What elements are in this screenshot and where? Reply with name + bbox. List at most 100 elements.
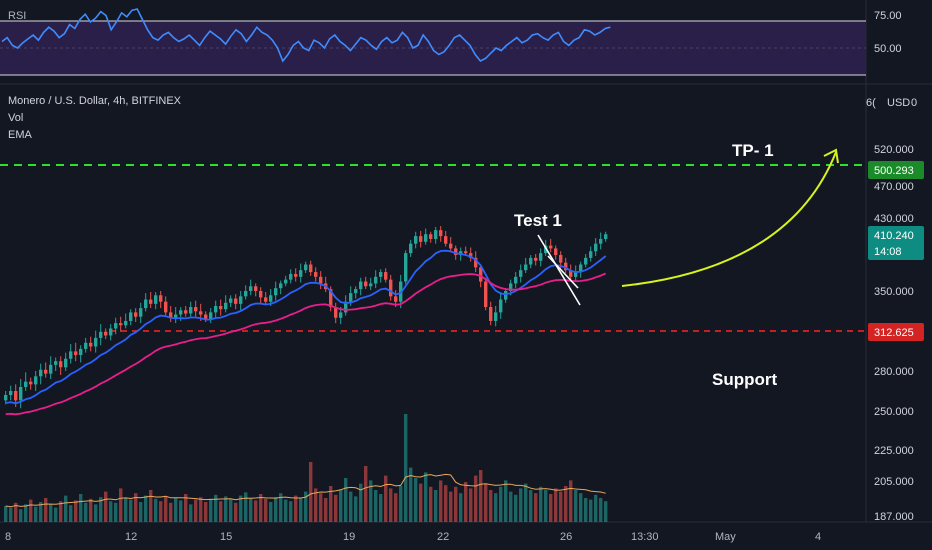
candle-body — [519, 270, 523, 277]
ema-fast-line — [5, 249, 607, 405]
volume-bar — [114, 502, 118, 522]
volume-bar — [69, 505, 73, 522]
volume-bar — [399, 486, 403, 522]
candle-body — [139, 308, 143, 317]
volume-bar — [424, 472, 428, 522]
candle-body — [604, 234, 608, 239]
volume-bar — [259, 494, 263, 522]
candle-body — [429, 234, 433, 239]
volume-bar — [419, 483, 423, 522]
candle-body — [79, 348, 83, 356]
volume-bar — [39, 502, 43, 522]
time-tick: 4 — [815, 531, 821, 543]
volume-bar — [479, 470, 483, 522]
candle-body — [354, 289, 358, 294]
price-tick-partial: 6( — [866, 97, 876, 109]
candle-body — [244, 291, 248, 297]
volume-bar — [99, 497, 103, 522]
volume-bar — [439, 480, 443, 522]
candle-body — [99, 331, 103, 338]
candle-body — [94, 337, 98, 347]
volume-bar — [594, 494, 598, 522]
volume-bar — [599, 498, 603, 522]
candle-body — [364, 281, 368, 287]
volume-bar — [109, 501, 113, 522]
volume-bar — [469, 488, 473, 522]
candle-body — [504, 291, 508, 300]
support-price-label: 312.625 — [874, 327, 914, 339]
volume-bar — [369, 480, 373, 522]
volume-bar — [379, 494, 383, 522]
volume-bar — [194, 499, 198, 522]
price-tick: 520.000 — [874, 144, 914, 156]
volume-bar — [219, 501, 223, 522]
volume-bar — [264, 498, 268, 522]
volume-bar — [169, 502, 173, 522]
volume-bar — [179, 500, 183, 522]
candle-body — [114, 323, 118, 329]
candle-body — [344, 301, 348, 313]
candle-body — [174, 314, 178, 318]
volume-bar — [464, 482, 468, 522]
candle-body — [374, 276, 378, 284]
candle-body — [69, 351, 73, 359]
candle-body — [499, 299, 503, 313]
volume-bar — [554, 488, 558, 522]
candle-body — [494, 312, 498, 321]
candle-body — [589, 251, 593, 258]
volume-bar — [564, 486, 568, 522]
volume-bar — [229, 499, 233, 522]
volume-bar — [79, 494, 83, 522]
volume-bar — [474, 475, 478, 522]
candle-body — [359, 281, 363, 290]
volume-bar — [139, 502, 143, 522]
volume-bar — [29, 499, 33, 522]
rsi-line — [1, 8, 611, 63]
candle-body — [129, 312, 133, 321]
volume-bar — [514, 494, 518, 522]
candle-body — [534, 257, 538, 261]
candle-body — [184, 310, 188, 314]
volume-bar — [199, 497, 203, 522]
volume-bar — [279, 493, 283, 522]
volume-bar — [19, 509, 23, 522]
volume-bar — [404, 414, 408, 522]
candle-body — [434, 230, 438, 239]
candle-body — [219, 305, 223, 310]
candle-body — [584, 257, 588, 265]
volume-bar — [354, 496, 358, 522]
candle-body — [479, 267, 483, 282]
price-tick: 430.000 — [874, 213, 914, 225]
volume-bar — [149, 490, 153, 522]
candle-body — [464, 251, 468, 254]
candle-body — [274, 288, 278, 296]
volume-bar — [14, 502, 18, 522]
candle-body — [84, 342, 88, 349]
volume-bar — [344, 478, 348, 522]
countdown-label: 14:08 — [874, 246, 902, 258]
ema-legend: EMA — [8, 129, 32, 141]
volume-bar — [324, 498, 328, 522]
volume-bar — [384, 475, 388, 522]
volume-bar — [34, 506, 38, 522]
volume-bar — [89, 498, 93, 522]
candle-body — [194, 307, 198, 312]
candle-body — [369, 283, 373, 287]
candle-body — [24, 381, 28, 387]
candle-body — [164, 301, 168, 313]
candle-body — [379, 272, 383, 277]
volume-bar — [459, 493, 463, 522]
candle-body — [404, 253, 408, 282]
volume-bar — [74, 500, 78, 522]
volume-bar — [339, 490, 343, 522]
volume-bar — [309, 462, 313, 522]
time-tick: May — [715, 531, 736, 543]
volume-bar — [569, 480, 573, 522]
volume-bar — [504, 480, 508, 522]
volume-bar — [64, 495, 68, 522]
candle-body — [539, 253, 543, 261]
candle-body — [39, 369, 43, 377]
rsi-tick-75: 75.00 — [874, 10, 902, 22]
candle-body — [279, 283, 283, 289]
